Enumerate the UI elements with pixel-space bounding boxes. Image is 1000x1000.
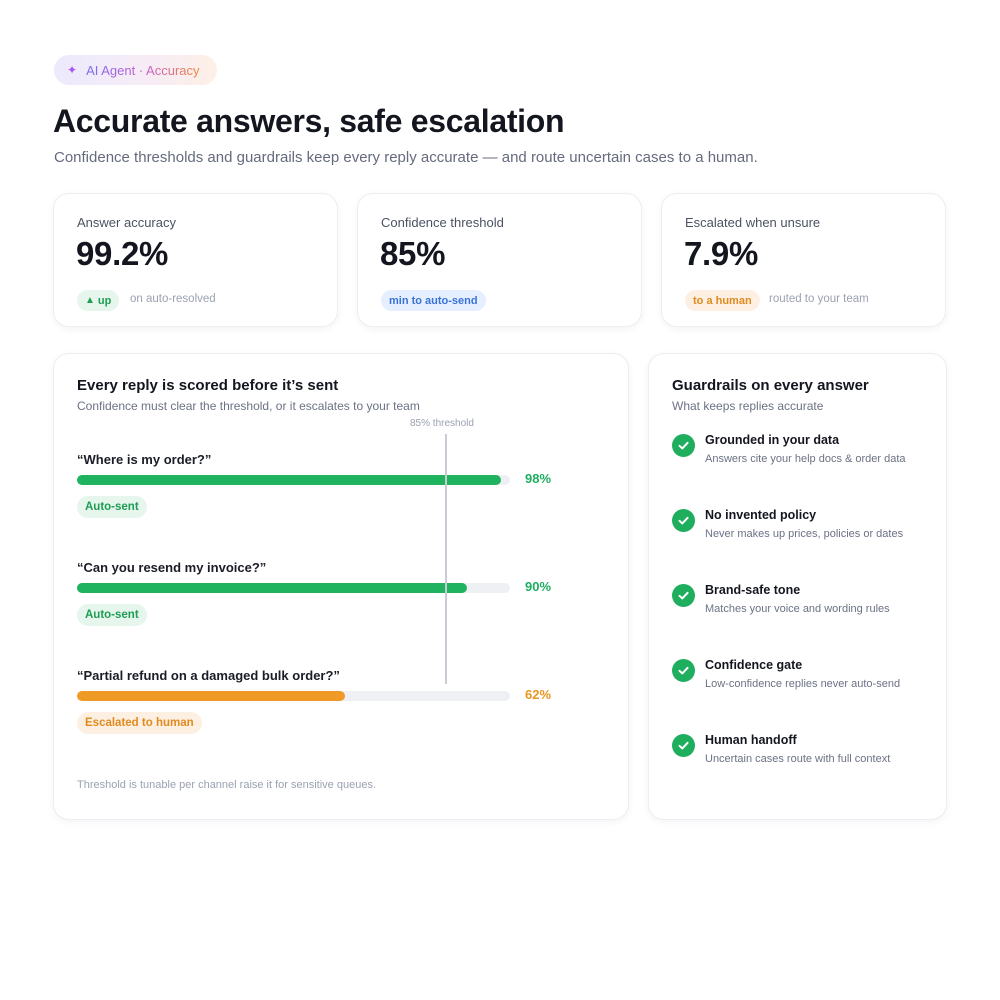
check-circle-icon [672,659,695,682]
confidence-track [77,691,510,701]
guardrail-desc: Never makes up prices, policies or dates [705,528,904,540]
up-triangle-icon: ▲ [85,295,95,306]
trend-badge: ▲ up [77,290,120,311]
scoring-title: Every reply is scored before it’s sent [77,377,339,394]
question-text: “Where is my order?” [77,452,212,467]
product-tag-label: AI Agent · Accuracy [86,62,200,78]
guardrail-title: Human handoff [705,733,797,747]
stat-label: Confidence threshold [381,215,504,230]
status-badge: Escalated to human [77,712,202,734]
guardrail-item: Grounded in your data Answers cite your … [672,433,932,483]
guardrail-desc: Low-confidence replies never auto-send [705,678,901,690]
page-subtitle: Confidence thresholds and guardrails kee… [54,149,758,166]
trend-badge-label: up [97,294,112,307]
scoring-subtitle: Confidence must clear the threshold, or … [77,399,420,413]
check-circle-icon [672,584,695,607]
score-row: “Can you resend my invoice?” 90% Auto-se… [77,560,597,640]
question-text: “Can you resend my invoice?” [77,560,267,575]
escalation-badge: to a human [685,290,760,311]
scoring-card: Every reply is scored before it’s sent C… [53,353,629,820]
confidence-value: 98% [525,471,552,486]
confidence-bar [77,691,346,701]
confidence-bar [77,583,467,593]
scoring-footnote: Threshold is tunable per channel raise i… [77,779,377,791]
threshold-label: 85% threshold [410,418,474,429]
check-circle-icon [672,734,695,757]
guardrails-subtitle: What keeps replies accurate [672,399,824,413]
guardrail-desc: Matches your voice and wording rules [705,603,890,615]
confidence-bar [77,475,502,485]
guardrail-desc: Answers cite your help docs & order data [705,453,906,465]
score-row: “Partial refund on a damaged bulk order?… [77,668,597,748]
guardrails-card: Guardrails on every answer What keeps re… [648,353,947,820]
guardrail-title: Brand-safe tone [705,583,801,597]
status-badge: Auto-sent [77,604,147,626]
stat-label: Escalated when unsure [685,215,821,230]
stat-value: 7.9% [684,235,759,272]
confidence-value: 90% [525,579,552,594]
page-title: Accurate answers, safe escalation [53,103,565,139]
score-row: “Where is my order?” 98% Auto-sent [77,452,597,532]
guardrail-title: Grounded in your data [705,433,840,447]
stat-value: 85% [380,235,446,272]
question-text: “Partial refund on a damaged bulk order?… [77,668,340,683]
status-badge: Auto-sent [77,496,147,518]
sparkle-icon: ✦ [67,63,78,77]
confidence-value: 62% [525,687,552,702]
threshold-line [445,434,447,684]
stat-value: 99.2% [76,235,169,272]
guardrail-item: Human handoff Uncertain cases route with… [672,733,932,783]
guardrails-title: Guardrails on every answer [672,377,869,394]
guardrail-item: Brand-safe tone Matches your voice and w… [672,583,932,633]
stat-card-escalated: Escalated when unsure 7.9% to a human ro… [661,193,946,327]
stat-note: on auto-resolved [130,293,216,305]
product-tag: ✦ AI Agent · Accuracy [54,55,217,85]
check-circle-icon [672,434,695,457]
guardrail-desc: Uncertain cases route with full context [705,753,891,765]
confidence-track [77,583,510,593]
confidence-track [77,475,510,485]
stat-card-threshold: Confidence threshold 85% min to auto-sen… [357,193,642,327]
guardrail-title: No invented policy [705,508,817,522]
guardrail-item: No invented policy Never makes up prices… [672,508,932,558]
guardrail-title: Confidence gate [705,658,803,672]
threshold-badge: min to auto-send [381,290,486,311]
stat-note: routed to your team [769,293,869,305]
stat-label: Answer accuracy [77,215,176,230]
check-circle-icon [672,509,695,532]
guardrail-item: Confidence gate Low-confidence replies n… [672,658,932,708]
stat-card-accuracy: Answer accuracy 99.2% ▲ up on auto-resol… [53,193,338,327]
